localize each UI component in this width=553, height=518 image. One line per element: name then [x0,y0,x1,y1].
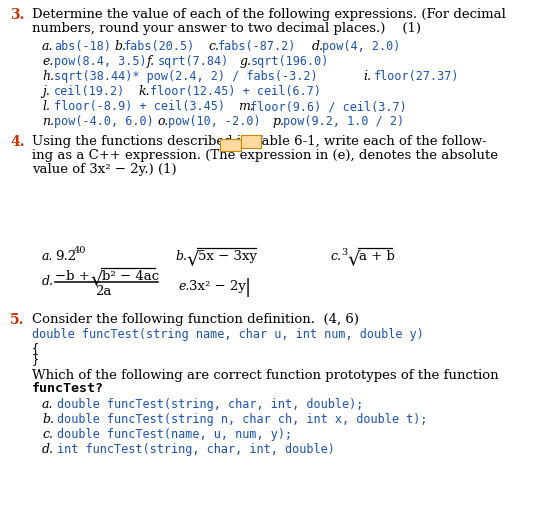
FancyBboxPatch shape [220,138,241,151]
Text: 40: 40 [74,246,86,255]
Text: double funcTest(string name, char u, int num, double y): double funcTest(string name, char u, int… [32,328,424,341]
Text: a + b: a + b [359,250,395,263]
Text: sqrt(196.0): sqrt(196.0) [251,55,330,68]
Text: double funcTest(string, char, int, double);: double funcTest(string, char, int, doubl… [57,398,363,411]
Text: Which of the following are correct function prototypes of the function: Which of the following are correct funct… [32,369,499,382]
Text: fabs(20.5): fabs(20.5) [124,40,195,53]
Text: Using the functions described in Table 6-1, write each of the follow-: Using the functions described in Table 6… [32,135,487,148]
Text: 4.: 4. [10,135,25,149]
Text: numbers, round your answer to two decimal places.)    (1): numbers, round your answer to two decima… [32,22,421,35]
Text: e.: e. [178,280,189,293]
Text: b² − 4ac: b² − 4ac [102,270,159,283]
Text: int funcTest(string, char, int, double): int funcTest(string, char, int, double) [57,443,335,456]
Text: Determine the value of each of the following expressions. (For decimal: Determine the value of each of the follo… [32,8,506,21]
Text: p.: p. [272,115,284,128]
Text: funcTest?: funcTest? [32,382,104,395]
Text: d.: d. [312,40,324,53]
Text: double funcTest(name, u, num, y);: double funcTest(name, u, num, y); [57,428,292,441]
Text: k.: k. [138,85,150,98]
Text: b.: b. [42,413,54,426]
Text: b.: b. [175,250,187,263]
Text: o.: o. [157,115,168,128]
Text: pow(4, 2.0): pow(4, 2.0) [322,40,400,53]
Text: value of 3x² − 2y.) (1): value of 3x² − 2y.) (1) [32,163,176,176]
Text: e.: e. [42,55,54,68]
Text: j.: j. [42,85,50,98]
Text: b.: b. [114,40,126,53]
Text: floor(9.6) / ceil(3.7): floor(9.6) / ceil(3.7) [250,100,407,113]
Text: floor(-8.9) + ceil(3.45): floor(-8.9) + ceil(3.45) [54,100,225,113]
Text: }: } [32,353,39,366]
Text: {: { [32,342,39,355]
Text: l.: l. [42,100,50,113]
Text: d.: d. [42,443,54,456]
Text: f.: f. [147,55,155,68]
Text: d.: d. [42,275,54,288]
Text: ing as a C++ expression. (The expression in (e), denotes the absolute: ing as a C++ expression. (The expression… [32,149,498,162]
Text: √: √ [347,250,359,268]
Text: abs(-18): abs(-18) [54,40,111,53]
Text: sqrt(38.44)* pow(2.4, 2) / fabs(-3.2): sqrt(38.44)* pow(2.4, 2) / fabs(-3.2) [54,70,317,83]
Text: c.: c. [208,40,219,53]
Text: 3.: 3. [10,8,24,22]
Text: √: √ [90,270,102,288]
Text: n.: n. [42,115,54,128]
Text: i.: i. [363,70,371,83]
Text: a.: a. [42,398,54,411]
Text: pow(10, -2.0): pow(10, -2.0) [168,115,260,128]
Text: m.: m. [238,100,254,113]
Text: 5.: 5. [10,313,24,327]
Text: h.: h. [42,70,54,83]
Text: floor(27.37): floor(27.37) [374,70,460,83]
Text: c.: c. [330,250,341,263]
Text: double funcTest(string n, char ch, int x, double t);: double funcTest(string n, char ch, int x… [57,413,427,426]
Text: c.: c. [42,428,53,441]
Text: pow(8.4, 3.5): pow(8.4, 3.5) [54,55,147,68]
Text: 9.2: 9.2 [55,250,76,263]
Text: a.: a. [42,40,54,53]
Text: 5x − 3xy: 5x − 3xy [198,250,257,263]
Text: ceil(19.2): ceil(19.2) [54,85,125,98]
Text: 2a: 2a [95,285,111,298]
Text: 3x² − 2y: 3x² − 2y [189,280,246,293]
Text: fabs(-87.2): fabs(-87.2) [218,40,296,53]
Text: −b +: −b + [55,270,94,283]
Bar [241,135,261,148]
Text: g.: g. [240,55,252,68]
Text: pow(9.2, 1.0 / 2): pow(9.2, 1.0 / 2) [283,115,404,128]
Text: sqrt(7.84): sqrt(7.84) [158,55,229,68]
Text: a.: a. [42,250,54,263]
Text: pow(-4.0, 6.0): pow(-4.0, 6.0) [54,115,154,128]
Text: Consider the following function definition.  (4, 6): Consider the following function definiti… [32,313,359,326]
Text: √: √ [186,250,199,268]
Text: |: | [245,278,251,297]
Text: 3: 3 [341,248,347,257]
Text: floor(12.45) + ceil(6.7): floor(12.45) + ceil(6.7) [150,85,321,98]
